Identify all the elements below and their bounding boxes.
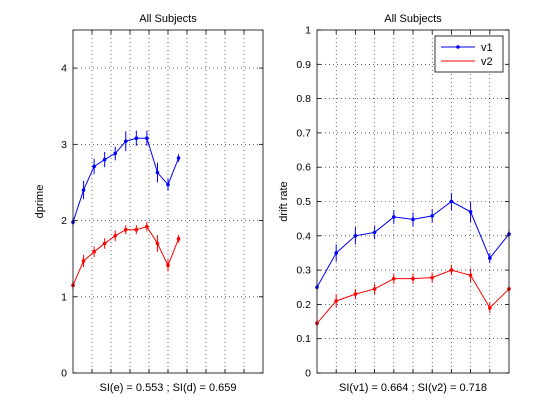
data-point <box>92 164 96 169</box>
data-point <box>81 259 86 263</box>
data-point <box>449 199 454 204</box>
data-point <box>176 156 181 160</box>
data-point <box>176 237 181 241</box>
series-dprime <box>71 130 181 290</box>
y-tick-label: 1 <box>305 25 311 37</box>
y-tick-label: 2 <box>61 215 67 227</box>
data-point <box>92 250 96 254</box>
data-point <box>392 215 396 219</box>
data-point <box>123 139 128 144</box>
data-point <box>113 234 118 238</box>
data-point <box>123 227 128 232</box>
data-point <box>411 217 415 222</box>
data-point <box>166 263 170 268</box>
data-point <box>102 241 107 246</box>
data-point <box>372 287 377 291</box>
x-axis-label: SI(v1) = 0.664 ; SI(v2) = 0.718 <box>339 382 487 394</box>
data-point <box>334 251 339 255</box>
data-point <box>392 276 396 281</box>
legend-label: v2 <box>481 56 493 68</box>
chart-title: All Subjects <box>139 13 197 25</box>
data-point <box>488 256 492 260</box>
data-point <box>81 188 86 192</box>
data-point <box>372 230 377 235</box>
ticks-dprime: 0 1 2 3 4 <box>61 30 263 380</box>
y-axis-label: drift rate <box>278 181 290 221</box>
ticks-drift-rate: 0 0.1 0.2 0.3 0.4 0.5 0.6 0.7 0.8 0.9 1 <box>296 25 509 380</box>
data-point <box>102 157 107 162</box>
data-point <box>334 299 339 303</box>
x-axis-label: SI(e) = 0.553 ; SI(d) = 0.659 <box>100 382 237 394</box>
series-drift-rate <box>315 192 511 327</box>
data-point <box>430 214 435 218</box>
data-point <box>113 151 118 156</box>
y-tick-label: 0.7 <box>296 127 311 139</box>
data-point <box>449 268 454 272</box>
y-tick-label: 0.9 <box>296 59 311 71</box>
data-point <box>145 224 149 229</box>
data-point <box>155 241 160 246</box>
data-point <box>468 209 473 214</box>
data-point <box>155 170 160 175</box>
y-tick-label: 0 <box>305 368 311 380</box>
data-point <box>134 136 139 141</box>
data-point <box>145 136 149 141</box>
data-point <box>353 292 358 296</box>
data-point <box>166 182 170 187</box>
data-point <box>488 306 492 310</box>
y-tick-label: 3 <box>61 139 67 151</box>
legend-marker <box>456 45 460 49</box>
data-point <box>430 275 435 280</box>
y-tick-label: 0.3 <box>296 265 311 277</box>
legend-label: v1 <box>481 42 493 54</box>
y-tick-label: 0.4 <box>296 230 311 242</box>
y-tick-label: 0.8 <box>296 93 311 105</box>
data-point <box>411 276 415 281</box>
y-axis-label: dprime <box>34 185 46 219</box>
panel-drift-rate: 0 0.1 0.2 0.3 0.4 0.5 0.6 0.7 0.8 0.9 1 All Subjec… <box>278 13 511 394</box>
y-tick-label: 1 <box>61 291 67 303</box>
y-tick-label: 0.6 <box>296 162 311 174</box>
legend-box <box>434 35 504 73</box>
data-point <box>468 273 473 278</box>
panel-dprime: 0 1 2 3 4 All Subjects dprime SI(e) = 0.553 … <box>34 13 264 394</box>
y-tick-label: 4 <box>61 63 67 75</box>
y-tick-label: 0 <box>61 368 67 380</box>
data-point <box>353 234 358 238</box>
chart-title: All Subjects <box>384 13 442 25</box>
data-point <box>134 227 139 232</box>
y-tick-label: 0.5 <box>296 196 311 208</box>
y-tick-label: 0.1 <box>296 333 311 345</box>
y-tick-label: 0.2 <box>296 299 311 311</box>
